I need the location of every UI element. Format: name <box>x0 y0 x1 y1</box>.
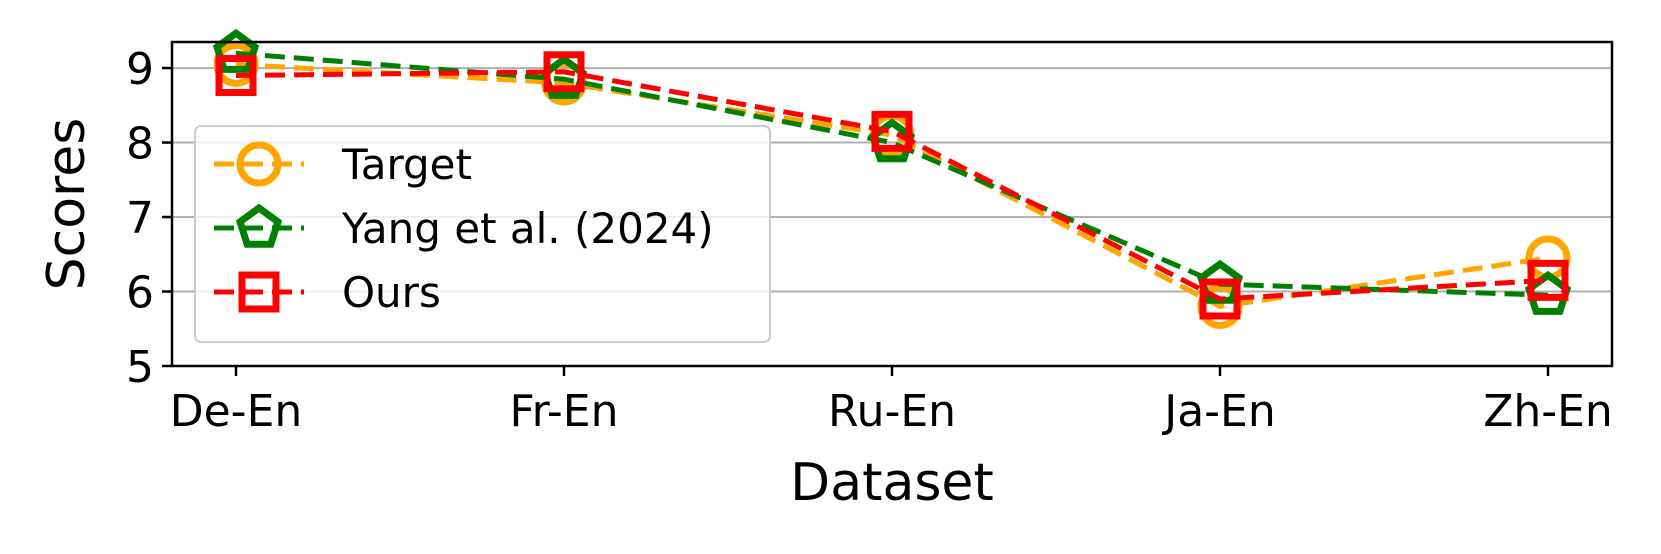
x-tick-label-de-en: De-En <box>170 386 303 437</box>
x-axis: De-En Fr-En Ru-En Ja-En Zh-En <box>170 366 1613 437</box>
legend-item-ours: Ours <box>214 268 441 317</box>
x-tick-label-zh-en: Zh-En <box>1483 386 1613 437</box>
data-point-ours-ja-en <box>1199 278 1241 320</box>
x-tick-label-ja-en: Ja-En <box>1161 386 1276 437</box>
legend-marker-yang-et-al-2024 <box>235 203 283 248</box>
legend-item-target: Target <box>214 140 472 189</box>
series-ours <box>215 51 1569 320</box>
x-tick-label-ru-en: Ru-En <box>828 386 956 437</box>
series-line-ours <box>235 69 1549 302</box>
y-axis-label: Scores <box>37 118 97 291</box>
data-point-ours-zh-en <box>1527 259 1569 301</box>
y-tick-label-7: 7 <box>126 193 154 244</box>
legend-label-ours: Ours <box>342 268 441 317</box>
data-point-ours-de-en <box>215 55 257 97</box>
legend: Target Yang et al. (2024) Ours <box>194 125 771 343</box>
legend-marker-ours <box>238 271 280 313</box>
y-tick-label-5: 5 <box>126 342 154 393</box>
x-axis-label: Dataset <box>790 453 994 513</box>
y-axis: 5 6 7 8 9 <box>126 44 172 393</box>
legend-marker-target <box>236 141 282 187</box>
legend-label-yang-et-al-2024: Yang et al. (2024) <box>341 204 714 253</box>
y-tick-label-6: 6 <box>126 268 154 319</box>
data-point-yang-et-al-2024-de-en <box>212 28 260 73</box>
data-point-ours-ru-en <box>871 110 913 152</box>
legend-box <box>194 125 771 343</box>
x-tick-label-fr-en: Fr-En <box>510 386 619 437</box>
legend-item-yang-et-al-2024: Yang et al. (2024) <box>214 203 714 253</box>
legend-label-target: Target <box>341 140 472 189</box>
y-tick-label-8: 8 <box>126 119 154 170</box>
data-point-ours-fr-en <box>543 51 585 93</box>
series-layer <box>212 28 1572 329</box>
y-tick-label-9: 9 <box>126 44 154 95</box>
